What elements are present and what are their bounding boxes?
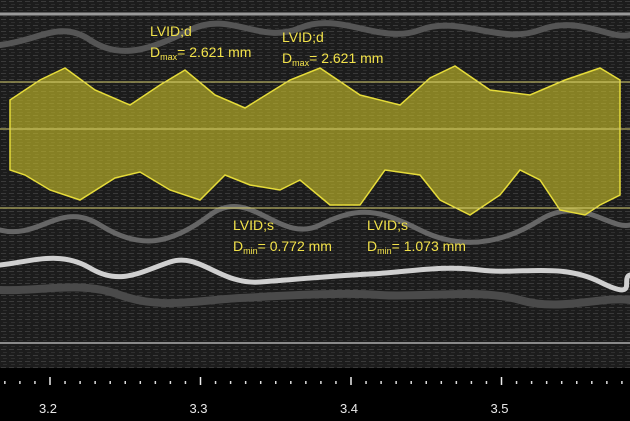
subscript: max — [292, 58, 310, 68]
tick-label: 3.4 — [340, 401, 358, 416]
measurement-label: LVID;s — [367, 217, 408, 233]
measurement-label: LVID;s — [233, 217, 274, 233]
measurement-value: Dmax= 2.621 mm — [150, 44, 251, 62]
value-text: = 0.772 mm — [258, 238, 332, 254]
subscript: min — [377, 246, 392, 256]
measurement-value: Dmin= 1.073 mm — [367, 238, 466, 256]
tick-label: 3.3 — [189, 401, 207, 416]
reference-lines — [0, 81, 630, 209]
symbol: D — [282, 50, 292, 66]
trace — [0, 204, 630, 245]
measurement-value: Dmax= 2.621 mm — [282, 50, 383, 68]
tick-label: 3.5 — [490, 401, 508, 416]
measurement-label: LVID;d — [150, 23, 192, 39]
subscript: max — [160, 52, 178, 62]
trace — [0, 283, 630, 309]
value-text: = 1.073 mm — [392, 238, 466, 254]
trace — [0, 20, 630, 54]
measurement-label: LVID;d — [282, 29, 324, 45]
lumen-overlay — [9, 65, 621, 216]
time-axis: 3.2 3.3 3.4 3.5 — [4, 377, 623, 416]
subscript: min — [243, 246, 258, 256]
echo-traces — [0, 12, 630, 344]
symbol: D — [367, 238, 377, 254]
value-text: = 2.621 mm — [309, 50, 383, 66]
trace — [0, 255, 630, 293]
axis-strip — [0, 368, 630, 421]
symbol: D — [150, 44, 160, 60]
tick-label: 3.2 — [39, 401, 57, 416]
symbol: D — [233, 238, 243, 254]
value-text: = 2.621 mm — [177, 44, 251, 60]
measurement-value: Dmin= 0.772 mm — [233, 238, 332, 256]
